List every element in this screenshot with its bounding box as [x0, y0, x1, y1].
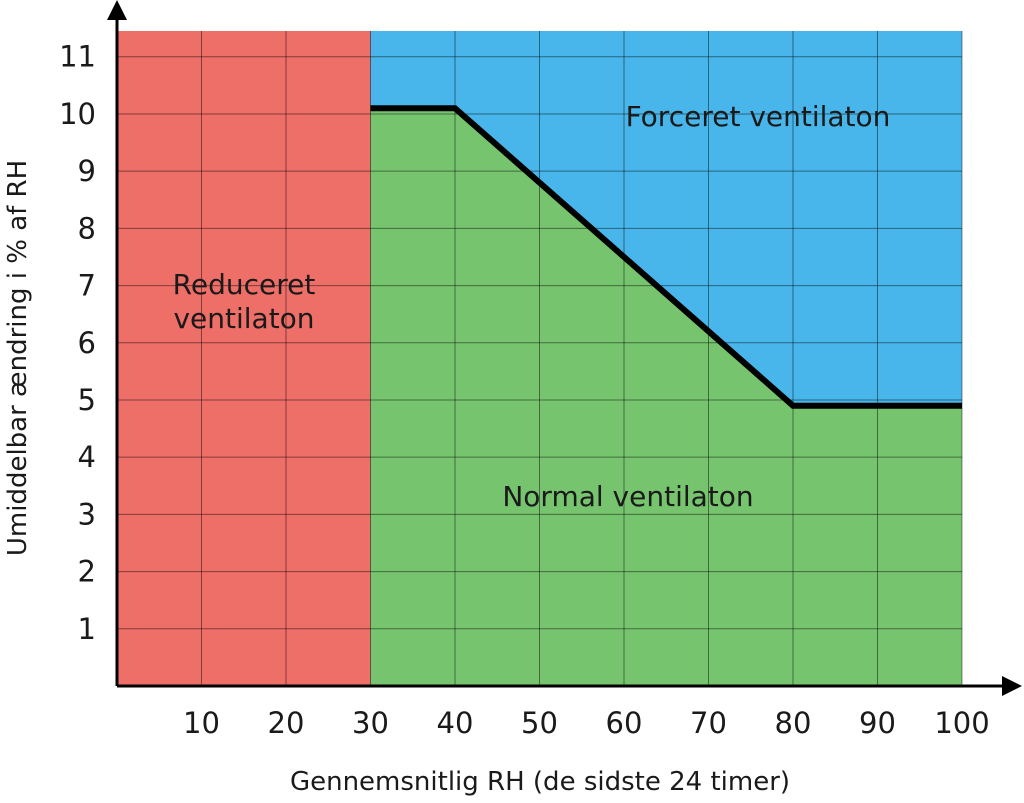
y-tick-label: 5	[78, 383, 96, 417]
x-tick-label: 30	[352, 706, 389, 740]
y-tick-label: 4	[78, 440, 96, 474]
y-tick-label: 2	[78, 555, 96, 589]
x-tick-label: 60	[606, 706, 643, 740]
x-tick-label: 10	[183, 706, 220, 740]
grid-layer	[117, 31, 963, 686]
x-tick-label: 70	[690, 706, 727, 740]
y-axis-label: Umiddelbar ændring i % af RH	[3, 160, 33, 556]
region-label-normal: Normal ventilaton	[502, 480, 753, 513]
threshold-line	[370, 105, 962, 409]
y-tick-label: 11	[59, 40, 96, 74]
y-tick-label: 9	[78, 154, 96, 188]
region-label-reduceret: Reduceret ventilaton	[173, 268, 316, 335]
x-tick-label: 50	[521, 706, 558, 740]
tick-labels-layer: 10 20 30 40 50 60 70 80 90 100 1 2 3 4 5 6 7 8 9 10 11	[59, 40, 990, 740]
axes-layer	[107, 0, 1022, 696]
x-tick-label: 20	[268, 706, 305, 740]
region-label-line: Forceret ventilaton	[626, 100, 891, 133]
x-tick-label: 40	[437, 706, 474, 740]
region-reduceret	[117, 31, 371, 686]
region-label-line: Normal ventilaton	[502, 480, 753, 513]
x-tick-label: 90	[859, 706, 896, 740]
y-tick-label: 6	[78, 326, 96, 360]
x-tick-label: 80	[775, 706, 812, 740]
regions-layer	[117, 31, 962, 686]
y-tick-label: 3	[78, 497, 96, 531]
x-axis-label: Gennemsnitlig RH (de sidste 24 timer)	[290, 767, 790, 797]
region-label-forceret: Forceret ventilaton	[626, 100, 891, 133]
y-tick-label: 8	[78, 211, 96, 245]
region-label-line: Reduceret	[173, 268, 316, 301]
region-labels-layer: Reduceret ventilaton Forceret ventilaton No…	[173, 100, 891, 513]
y-axis-arrow-icon	[107, 0, 127, 20]
y-tick-label: 7	[78, 269, 96, 303]
y-tick-label: 10	[59, 97, 96, 131]
x-tick-label: 100	[934, 706, 989, 740]
region-label-line: ventilaton	[173, 302, 314, 335]
region-normal	[370, 108, 962, 686]
y-tick-label: 1	[78, 612, 96, 646]
region-forceret	[370, 31, 962, 406]
x-axis-arrow-icon	[1002, 676, 1022, 696]
threshold-line-layer	[370, 105, 962, 409]
